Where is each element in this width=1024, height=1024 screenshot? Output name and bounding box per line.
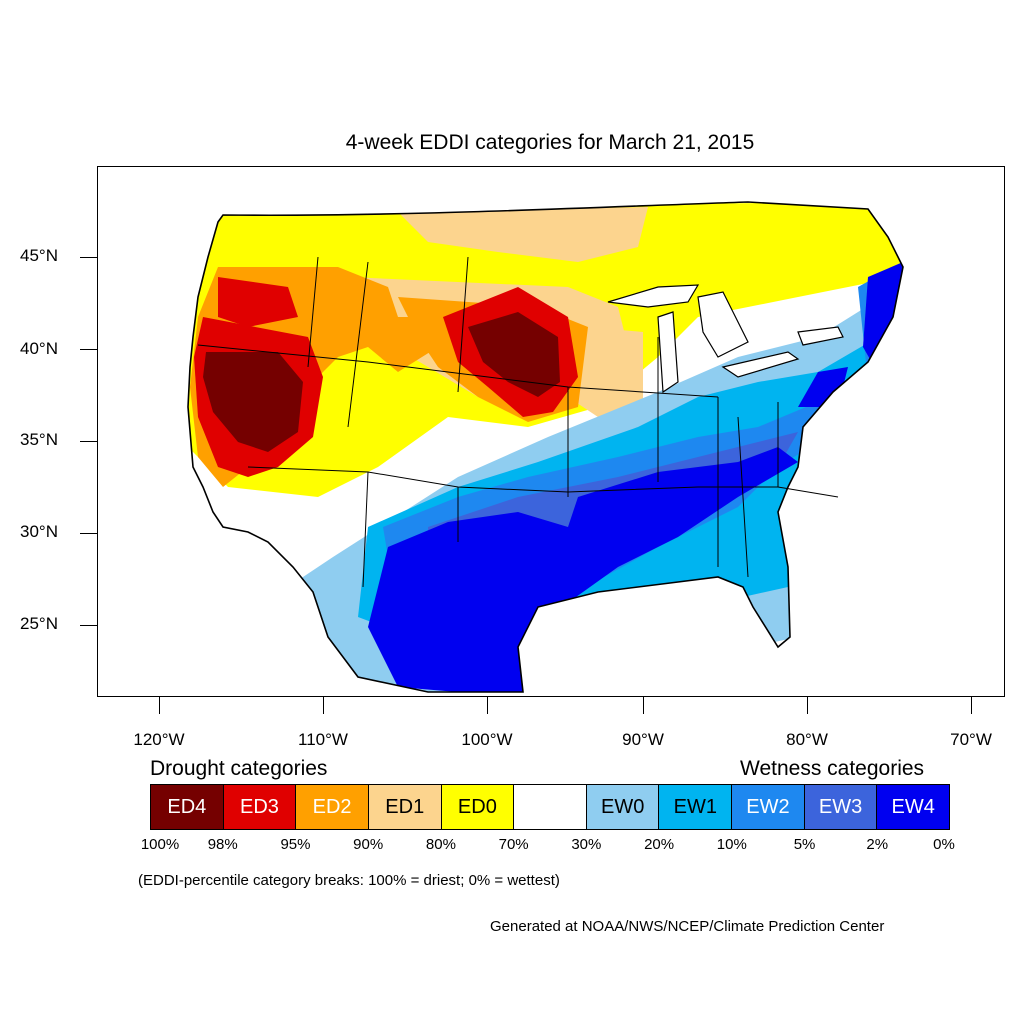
map-canvas — [187, 201, 904, 693]
eddi-map — [97, 166, 1005, 697]
legend-colorbar: ED4 ED3 ED2 ED1 ED0 EW0 EW1 EW2 EW3 EW4 — [150, 784, 950, 830]
legend-box-ew2: EW2 — [732, 785, 805, 829]
lat-label-25: 25°N — [20, 614, 58, 633]
eddi-shading — [188, 202, 903, 692]
lat-label-40: 40°N — [20, 339, 58, 358]
lon-tick — [643, 697, 644, 714]
percentile-label: 30% — [571, 836, 602, 853]
legend-box-ew3: EW3 — [804, 785, 878, 829]
percentile-label: 95% — [280, 836, 311, 853]
lat-label-35: 35°N — [20, 430, 58, 449]
legend-box-ew0: EW0 — [586, 785, 660, 829]
lon-label-110w: 110°W — [298, 730, 348, 749]
percentile-label: 90% — [353, 836, 384, 853]
lon-label-70w: 70°W — [950, 730, 992, 749]
lon-label-80w: 80°W — [786, 730, 828, 749]
percentile-label: 70% — [498, 836, 529, 853]
lat-label-30: 30°N — [20, 522, 58, 541]
lon-tick — [487, 697, 488, 714]
lat-tick — [80, 533, 97, 534]
legend-box-ed4: ED4 — [151, 785, 224, 829]
lon-label-90w: 90°W — [622, 730, 664, 749]
legend-box-ed1: ED1 — [368, 785, 442, 829]
percentile-label: 98% — [207, 836, 238, 853]
percentile-label: 100% — [140, 836, 180, 853]
legend-box-ed2: ED2 — [296, 785, 369, 829]
lat-tick — [80, 257, 97, 258]
wetness-heading: Wetness categories — [740, 757, 925, 780]
lat-tick — [80, 625, 97, 626]
lon-tick — [807, 697, 808, 714]
percentile-label: 10% — [716, 836, 747, 853]
lat-label-45: 45°N — [20, 246, 58, 265]
lat-tick — [80, 349, 97, 350]
percentile-label: 5% — [793, 836, 816, 853]
lat-tick — [80, 441, 97, 442]
lon-tick — [971, 697, 972, 714]
lon-tick — [159, 697, 160, 714]
category-breaks-note: (EDDI-percentile category breaks: 100% =… — [138, 872, 560, 889]
great-lakes — [607, 284, 844, 394]
drought-heading: Drought categories — [150, 757, 328, 780]
legend-box-ew4: EW4 — [877, 785, 950, 829]
map-title: 4-week EDDI categories for March 21, 201… — [345, 131, 755, 154]
credit-line: Generated at NOAA/NWS/NCEP/Climate Predi… — [490, 918, 885, 935]
legend-box-ed0: ED0 — [441, 785, 515, 829]
lon-tick — [323, 697, 324, 714]
percentile-label: 20% — [644, 836, 675, 853]
coastline — [187, 201, 904, 693]
percentile-label: 2% — [866, 836, 889, 853]
lon-label-100w: 100°W — [461, 730, 513, 749]
legend-box-normal — [514, 785, 587, 829]
percentile-label: 80% — [425, 836, 456, 853]
legend-box-ed3: ED3 — [223, 785, 297, 829]
lon-label-120w: 120°W — [133, 730, 185, 749]
percentile-label: 0% — [933, 836, 955, 853]
legend-box-ew1: EW1 — [659, 785, 733, 829]
state-boundaries — [197, 256, 839, 588]
